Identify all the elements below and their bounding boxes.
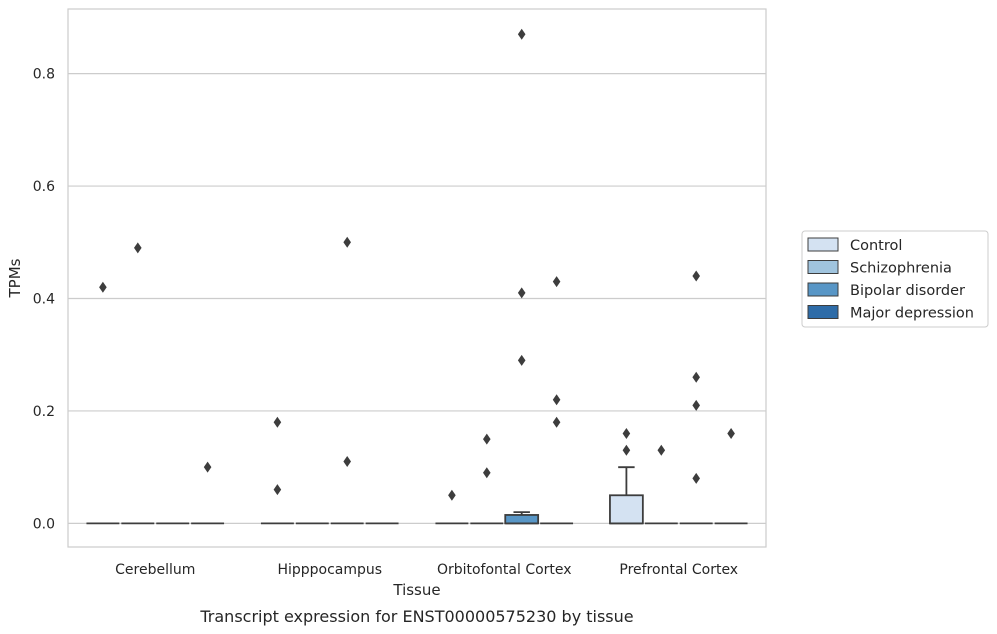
outlier-point <box>343 236 351 248</box>
outlier-point <box>622 444 631 456</box>
boxes <box>86 466 748 525</box>
outlier-point <box>692 371 700 383</box>
legend-label: Major depression <box>850 306 974 322</box>
outlier-point <box>343 456 351 468</box>
outlier-point <box>273 484 282 496</box>
legend: Control Schizophrenia Bipolar disorder Majo… <box>801 230 989 328</box>
outlier-point <box>517 354 526 366</box>
outlier-point <box>552 416 561 428</box>
x-tick-label: Prefrontal Cortex <box>619 562 738 578</box>
outlier-point <box>622 427 631 439</box>
legend-label: Control <box>850 238 902 254</box>
x-tick-label: Cerebellum <box>115 562 195 578</box>
outlier-point <box>273 416 282 428</box>
outlier-point <box>517 28 526 40</box>
outlier-point <box>203 461 212 473</box>
x-tick-labels: Cerebellum Hipppocampus Orbitofontal Corte… <box>115 562 738 578</box>
outlier-point <box>99 281 107 293</box>
y-tick-label: 0.0 <box>33 516 55 532</box>
legend-label: Bipolar disorder <box>850 283 965 299</box>
y-tick-label: 0.4 <box>33 292 55 308</box>
y-tick-labels: 0.0 0.2 0.4 0.6 0.8 <box>33 67 55 533</box>
outlier-point <box>692 399 700 411</box>
plot-area <box>67 8 767 548</box>
legend-swatch <box>807 282 839 297</box>
outlier-points <box>99 28 735 501</box>
outlier-point <box>552 276 561 288</box>
legend-label: Schizophrenia <box>850 261 952 277</box>
legend-swatch <box>807 260 839 274</box>
outlier-point <box>657 444 666 456</box>
x-axis-label: Tissue <box>392 581 440 599</box>
outlier-point <box>517 287 526 299</box>
y-axis-label: TPMs <box>6 258 24 298</box>
outlier-point <box>483 433 491 445</box>
y-tick-label: 0.8 <box>33 67 55 83</box>
chart-caption: Transcript expression for ENST0000057523… <box>199 607 633 626</box>
outlier-point <box>727 427 735 439</box>
box <box>504 514 540 525</box>
outlier-point <box>483 467 491 479</box>
outlier-point <box>134 242 142 254</box>
outlier-point <box>692 270 700 282</box>
x-tick-label: Hipppocampus <box>277 562 382 578</box>
box <box>609 494 644 525</box>
y-tick-label: 0.6 <box>33 179 55 195</box>
legend-swatch <box>807 237 839 252</box>
legend-frame <box>801 230 989 328</box>
legend-swatch <box>807 305 839 319</box>
outlier-point <box>692 472 700 484</box>
y-tick-label: 0.2 <box>33 404 55 420</box>
x-tick-label: Orbitofontal Cortex <box>437 562 572 578</box>
outlier-point <box>448 489 456 501</box>
outlier-point <box>552 394 561 406</box>
